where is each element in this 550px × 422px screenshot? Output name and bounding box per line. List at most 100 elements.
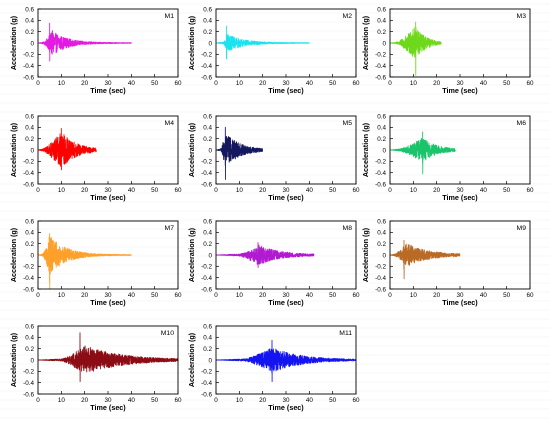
- y-tick-label: 0.6: [25, 113, 34, 120]
- y-tick-label: -0.6: [23, 286, 34, 293]
- x-tick-label: 50: [503, 292, 511, 299]
- y-tick-label: 0: [208, 252, 212, 259]
- series-line: [37, 332, 179, 382]
- x-tick-label: 50: [151, 397, 159, 404]
- x-axis-label: Time (sec): [90, 86, 126, 95]
- y-tick-label: -0.2: [201, 264, 212, 271]
- y-tick-label: 0.2: [25, 29, 34, 36]
- x-tick-label: 20: [81, 187, 89, 194]
- panel-m6: 0.60.40.20-0.2-0.4-0.60 10 20 30 40 50 60Time …: [361, 113, 534, 202]
- plot-area-frame: [389, 220, 531, 290]
- x-axis-label: Time (sec): [268, 86, 304, 95]
- x-tick-label: 30: [104, 187, 112, 194]
- plot-area-frame: [215, 115, 357, 185]
- y-tick-label: 0.2: [377, 136, 386, 143]
- x-tick-label: 40: [306, 292, 314, 299]
- x-tick-label: 60: [174, 187, 182, 194]
- x-axis-label: Time (sec): [442, 298, 478, 307]
- x-tick-label: 30: [456, 292, 464, 299]
- x-tick-label: 40: [128, 292, 136, 299]
- x-tick-label: 40: [128, 187, 136, 194]
- panel-m3: 0.60.40.20-0.2-0.4-0.60 10 20 30 40 50 60Time …: [361, 6, 534, 95]
- y-tick-label: 0.6: [203, 323, 212, 330]
- x-tick-label: 0: [36, 292, 40, 299]
- panel-m10: 0.60.40.20-0.2-0.4-0.60 10 20 30 40 50 60Time …: [9, 323, 182, 412]
- x-tick-label: 60: [352, 80, 360, 87]
- y-tick-label: -0.4: [201, 170, 212, 177]
- x-tick-label: 20: [259, 397, 267, 404]
- x-tick-label: 0: [36, 80, 40, 87]
- x-tick-label: 0: [214, 187, 218, 194]
- x-tick-label: 0: [214, 397, 218, 404]
- x-tick-label: 50: [503, 80, 511, 87]
- x-tick-label: 10: [58, 397, 66, 404]
- y-tick-label: -0.4: [23, 63, 34, 70]
- y-axis-label: Acceleration (g): [9, 15, 18, 70]
- x-tick-label: 0: [36, 397, 40, 404]
- panel-m1: 0.60.40.20-0.2-0.4-0.60 10 20 30 40 50 60Time …: [9, 6, 182, 95]
- x-tick-label: 60: [526, 80, 534, 87]
- x-tick-label: 20: [81, 80, 89, 87]
- y-tick-label: 0: [208, 357, 212, 364]
- y-tick-label: 0.4: [377, 125, 386, 132]
- y-axis-label: Acceleration (g): [361, 227, 370, 282]
- x-tick-label: 30: [282, 187, 290, 194]
- record-label: M11: [339, 330, 352, 337]
- x-tick-label: 20: [81, 397, 89, 404]
- y-tick-label: -0.2: [23, 52, 34, 59]
- plot-area-frame: [389, 8, 531, 78]
- series-line: [215, 339, 357, 382]
- y-axis-label: Acceleration (g): [187, 15, 196, 70]
- x-tick-label: 50: [151, 187, 159, 194]
- y-tick-label: 0.4: [203, 18, 212, 25]
- x-axis-label: Time (sec): [268, 193, 304, 202]
- y-tick-label: -0.2: [23, 369, 34, 376]
- x-tick-label: 10: [410, 292, 418, 299]
- x-tick-label: 20: [433, 292, 441, 299]
- y-tick-label: 0.6: [25, 218, 34, 225]
- x-tick-label: 20: [433, 187, 441, 194]
- x-tick-label: 0: [388, 187, 392, 194]
- y-tick-label: 0: [382, 252, 386, 259]
- y-tick-label: 0.4: [377, 230, 386, 237]
- x-tick-label: 60: [174, 397, 182, 404]
- x-tick-label: 20: [259, 187, 267, 194]
- x-tick-label: 30: [282, 292, 290, 299]
- y-tick-label: 0.4: [25, 125, 34, 132]
- y-tick-label: 0.6: [203, 6, 212, 13]
- y-tick-label: 0.4: [203, 230, 212, 237]
- x-tick-label: 30: [456, 80, 464, 87]
- x-tick-label: 10: [236, 80, 244, 87]
- panel-m2: 0.60.40.20-0.2-0.4-0.60 10 20 30 40 50 60Time …: [187, 6, 360, 95]
- y-tick-label: -0.6: [201, 286, 212, 293]
- y-tick-label: -0.4: [375, 63, 386, 70]
- record-label: M3: [517, 13, 527, 20]
- y-tick-label: -0.2: [201, 369, 212, 376]
- y-tick-label: 0.4: [25, 230, 34, 237]
- x-tick-label: 50: [329, 292, 337, 299]
- y-tick-label: 0: [208, 40, 212, 47]
- record-label: M2: [343, 13, 353, 20]
- x-tick-label: 10: [236, 187, 244, 194]
- x-tick-label: 20: [81, 292, 89, 299]
- y-tick-label: -0.6: [201, 391, 212, 398]
- x-tick-label: 10: [236, 292, 244, 299]
- y-axis-label: Acceleration (g): [9, 227, 18, 282]
- panel-m9: 0.60.40.20-0.2-0.4-0.60 10 20 30 40 50 60Time …: [361, 218, 534, 307]
- x-axis-label: Time (sec): [442, 193, 478, 202]
- y-tick-label: -0.4: [201, 63, 212, 70]
- y-tick-label: 0.6: [203, 113, 212, 120]
- y-axis-label: Acceleration (g): [187, 332, 196, 387]
- x-axis-label: Time (sec): [268, 403, 304, 412]
- y-tick-label: -0.6: [23, 391, 34, 398]
- y-tick-label: -0.6: [23, 74, 34, 81]
- y-tick-label: -0.6: [375, 74, 386, 81]
- y-tick-label: 0.2: [377, 29, 386, 36]
- x-tick-label: 60: [352, 397, 360, 404]
- series-line: [389, 131, 456, 175]
- panel-m7: 0.60.40.20-0.2-0.4-0.60 10 20 30 40 50 60Time …: [9, 218, 182, 307]
- y-tick-label: 0.2: [377, 241, 386, 248]
- y-tick-label: 0.2: [25, 136, 34, 143]
- record-label: M8: [343, 225, 353, 232]
- y-tick-label: -0.4: [201, 380, 212, 387]
